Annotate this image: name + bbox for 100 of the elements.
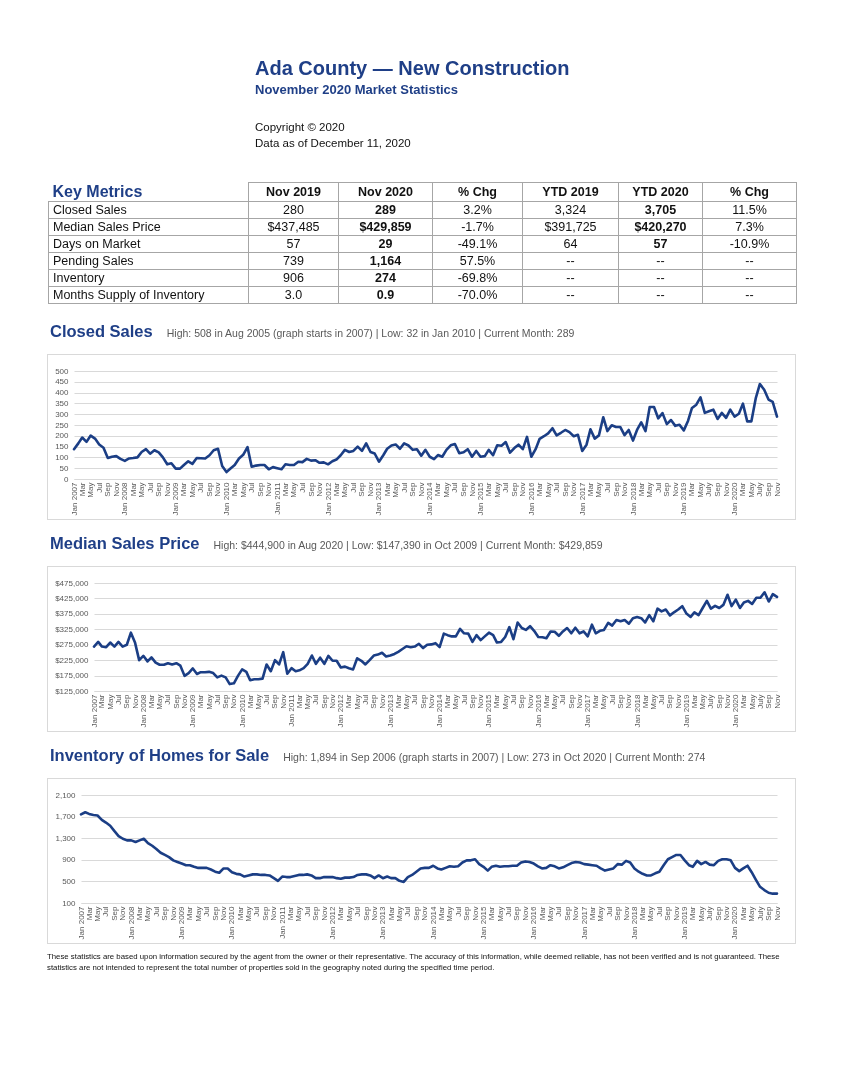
- x-tick-label: Jul: [508, 694, 518, 705]
- x-tick-label: Mar: [541, 694, 551, 709]
- x-tick-label: Sep: [171, 693, 181, 709]
- x-tick-label: Mar: [487, 906, 497, 921]
- y-tick-label: $225,000: [55, 655, 90, 665]
- x-tick-label: Mar: [738, 906, 748, 921]
- x-tick-label: Jan 2013: [385, 693, 395, 728]
- x-tick-label: Sep: [512, 905, 522, 921]
- y-tick-label: 0: [64, 474, 70, 484]
- x-tick-label: Jan 2014: [425, 481, 435, 516]
- x-tick-label: Jul: [202, 906, 212, 917]
- x-tick-label: Mar: [689, 694, 699, 709]
- x-tick-label: July: [755, 906, 765, 921]
- text: 11.5%: [732, 203, 767, 217]
- x-tick-label: Sep: [260, 905, 270, 921]
- x-tick-label: May: [303, 694, 313, 710]
- x-tick-label: Jul: [311, 694, 321, 705]
- x-tick-label: Sep: [255, 481, 265, 497]
- x-tick-label: May: [143, 906, 153, 922]
- x-tick-label: Jan 2007: [69, 481, 79, 516]
- category-label: % Chg: [702, 182, 797, 202]
- x-tick-label: Nov: [219, 906, 229, 921]
- y-tick-label: $175,000: [55, 671, 90, 681]
- x-tick-label: Jul: [657, 694, 667, 705]
- x-tick-label: Jan 2016: [529, 905, 539, 940]
- y-tick-label: 50: [59, 463, 70, 473]
- x-tick-label: Jan 2010: [227, 905, 237, 940]
- text: 274: [375, 271, 396, 285]
- category-label: Closed Sales: [53, 203, 127, 217]
- category-label: Inventory: [53, 271, 105, 285]
- x-tick-label: Jul: [459, 694, 469, 705]
- y-tick-label: 200: [55, 431, 70, 441]
- y-tick-label: $375,000: [55, 609, 90, 619]
- x-tick-label: Mar: [344, 694, 354, 709]
- x-tick-label: May: [294, 906, 304, 922]
- category-label: % Chg: [432, 182, 523, 202]
- x-tick-label: Sep: [270, 693, 280, 709]
- x-tick-label: Jan 2012: [323, 481, 333, 516]
- text: 7.3%: [735, 220, 764, 234]
- x-tick-label: Mar: [285, 906, 295, 921]
- x-tick-label: Nov: [365, 482, 375, 497]
- text: Key Metrics: [48, 182, 249, 202]
- category-label: Nov 2019: [248, 182, 339, 202]
- x-tick-label: Sep: [160, 905, 170, 921]
- x-tick-label: Sep: [306, 481, 316, 497]
- x-tick-label: Nov: [525, 694, 535, 709]
- x-tick-label: Sep: [665, 693, 675, 709]
- x-tick-label: May: [86, 482, 96, 498]
- x-tick-label: Jul: [653, 482, 663, 493]
- chart-title: Closed Sales: [50, 322, 153, 340]
- x-tick-label: May: [550, 694, 560, 710]
- x-tick-label: Nov: [470, 906, 480, 921]
- category-label: YTD 2019: [522, 182, 619, 202]
- x-tick-label: Nov: [721, 482, 731, 497]
- x-tick-label: July: [706, 694, 716, 709]
- x-tick-label: Jan 2019: [681, 693, 691, 728]
- x-tick-label: Jan 2008: [138, 693, 148, 728]
- x-tick-label: Jan 2013: [374, 481, 384, 516]
- text: -49.1%: [457, 237, 498, 251]
- x-tick-label: Mar: [436, 906, 446, 921]
- y-tick-label: 400: [55, 388, 70, 398]
- x-tick-label: Sep: [764, 693, 774, 709]
- x-tick-label: Nov: [213, 482, 223, 497]
- x-tick-label: Sep: [517, 693, 527, 709]
- y-tick-label: 1,700: [55, 812, 77, 822]
- text: --: [745, 288, 754, 302]
- x-tick-label: Jul: [604, 906, 614, 917]
- text: --: [745, 254, 754, 268]
- x-tick-label: Jul: [503, 906, 513, 917]
- x-tick-label: Jan 2007: [89, 693, 99, 728]
- x-tick-label: Mar: [492, 694, 502, 709]
- x-tick-label: Sep: [613, 905, 623, 921]
- x-tick-label: May: [698, 694, 708, 710]
- x-tick-label: Mar: [636, 482, 646, 497]
- x-tick-label: Jan 2020: [730, 905, 740, 940]
- x-tick-label: May: [402, 694, 412, 710]
- x-tick-label: Nov: [620, 482, 630, 497]
- x-tick-label: Nov: [168, 906, 178, 921]
- x-tick-label: Nov: [328, 694, 338, 709]
- x-tick-label: July: [755, 694, 765, 709]
- x-tick-label: Mar: [280, 482, 290, 497]
- x-tick-label: May: [747, 906, 757, 922]
- x-tick-label: Sep: [562, 905, 572, 921]
- category-label: YTD 2020: [618, 182, 703, 202]
- x-tick-label: Nov: [278, 694, 288, 709]
- x-tick-label: Nov: [520, 906, 530, 921]
- x-tick-label: Sep: [662, 481, 672, 497]
- x-tick-label: Sep: [462, 905, 472, 921]
- x-tick-label: Jul: [348, 482, 358, 493]
- x-tick-label: Mar: [185, 906, 195, 921]
- x-tick-label: Jan 2010: [237, 693, 247, 728]
- x-tick-label: Mar: [84, 906, 94, 921]
- x-tick-label: Jul: [145, 482, 155, 493]
- x-tick-label: Sep: [418, 693, 428, 709]
- text: 57.5%: [459, 254, 496, 268]
- y-tick-label: 500: [55, 366, 70, 376]
- x-tick-label: Jan 2007: [76, 905, 86, 940]
- x-tick-label: Sep: [616, 693, 626, 709]
- x-tick-label: Sep: [663, 905, 673, 921]
- x-tick-label: Sep: [154, 481, 164, 497]
